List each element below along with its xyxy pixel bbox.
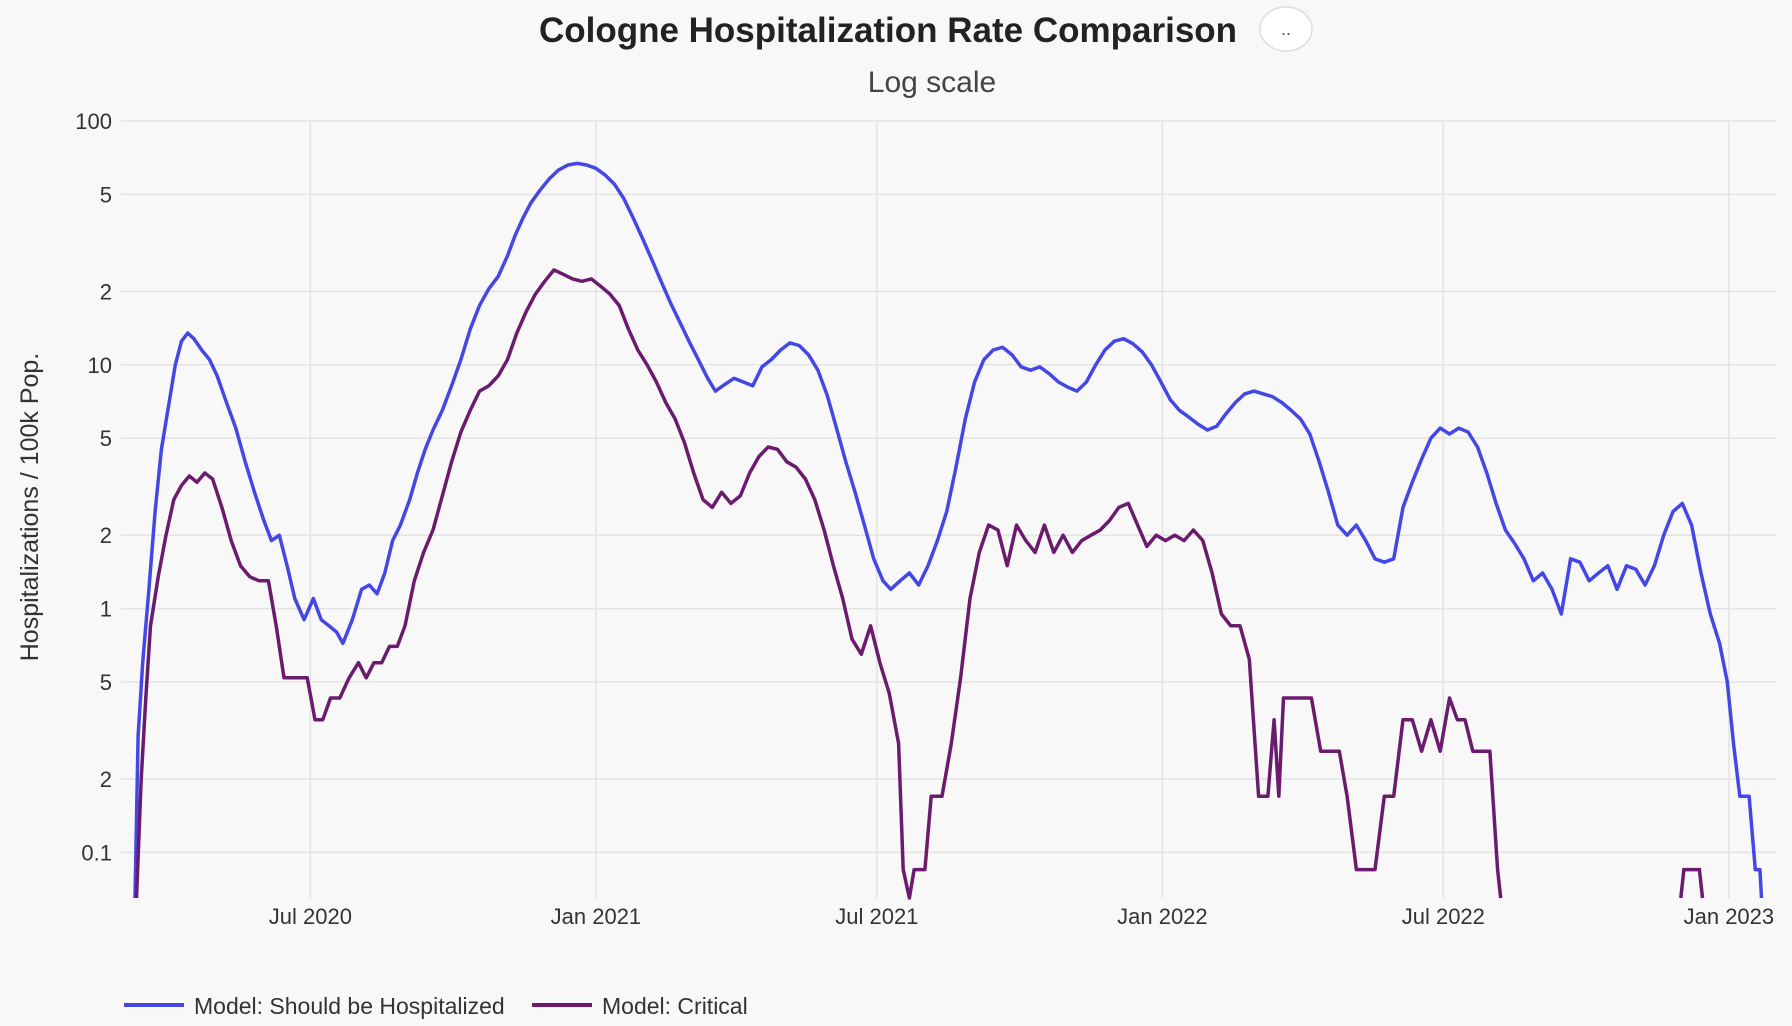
x-tick-label: Jan 2022: [1117, 904, 1208, 929]
chart-subtitle: Log scale: [868, 66, 996, 99]
y-tick-label: 2: [100, 279, 112, 304]
legend-item-critical[interactable]: Model: Critical: [532, 993, 748, 1019]
series-line-critical: [134, 268, 1503, 900]
chart-title: Cologne Hospitalization Rate Comparison: [539, 11, 1237, 50]
y-tick-label: 2: [100, 767, 112, 792]
legend: Model: Should be Hospitalized Model: Cri…: [124, 993, 748, 1019]
x-tick-label: Jan 2021: [551, 904, 642, 929]
y-tick-label: 0.1: [81, 840, 112, 865]
series-line-critical-segment: [1679, 867, 1705, 899]
x-axis-ticks: Jul 2020 Jan 2021 Jul 2021 Jan 2022 Jul 2022…: [269, 904, 1774, 929]
y-tick-label: 5: [100, 670, 112, 695]
y-tick-label: 10: [88, 353, 112, 378]
x-tick-label: Jul 2021: [835, 904, 918, 929]
y-tick-label: 100: [75, 109, 112, 134]
x-tick-label: Jul 2022: [1402, 904, 1485, 929]
y-tick-label: 5: [100, 426, 112, 451]
menu-button-label: ..: [1281, 19, 1291, 39]
series-layer: [133, 161, 1764, 900]
y-axis-label: Hospitalizations / 100k Pop.: [16, 353, 44, 662]
y-tick-label: 1: [100, 597, 112, 622]
series-line-hospitalized: [133, 161, 1764, 899]
legend-label-hospitalized: Model: Should be Hospitalized: [194, 993, 505, 1019]
legend-label-critical: Model: Critical: [602, 993, 748, 1019]
x-tick-label: Jan 2023: [1684, 904, 1775, 929]
y-tick-label: 2: [100, 523, 112, 548]
y-axis-ticks: 100 5 2 10 5 2 1 5 2 0.1: [75, 109, 112, 865]
y-gridlines: [121, 120, 1777, 854]
y-tick-label: 5: [100, 182, 112, 207]
x-gridlines: [309, 121, 1730, 898]
legend-item-hospitalized[interactable]: Model: Should be Hospitalized: [124, 993, 505, 1019]
x-tick-label: Jul 2020: [269, 904, 352, 929]
menu-button[interactable]: ..: [1259, 6, 1313, 52]
